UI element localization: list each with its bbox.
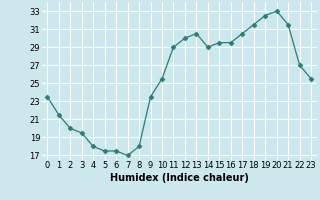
X-axis label: Humidex (Indice chaleur): Humidex (Indice chaleur) <box>110 173 249 183</box>
